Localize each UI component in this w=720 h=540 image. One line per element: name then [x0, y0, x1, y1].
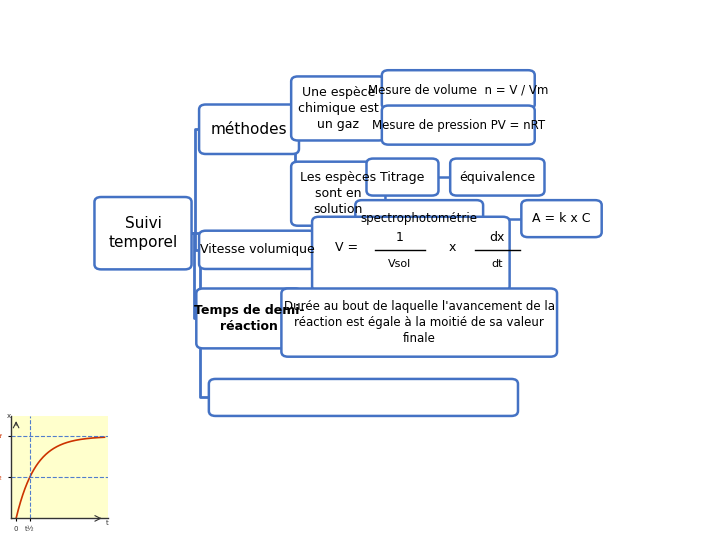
FancyBboxPatch shape: [291, 77, 385, 140]
Text: équivalence: équivalence: [459, 171, 536, 184]
Text: dx: dx: [490, 231, 505, 244]
Text: méthodes: méthodes: [211, 122, 287, 137]
FancyBboxPatch shape: [94, 197, 192, 269]
Text: V =: V =: [335, 241, 359, 254]
FancyBboxPatch shape: [521, 200, 602, 237]
FancyBboxPatch shape: [199, 105, 299, 154]
FancyBboxPatch shape: [382, 105, 535, 145]
Text: Vsol: Vsol: [388, 259, 411, 269]
FancyBboxPatch shape: [356, 200, 483, 237]
FancyBboxPatch shape: [366, 159, 438, 195]
FancyBboxPatch shape: [291, 161, 385, 226]
Text: Vitesse volumique: Vitesse volumique: [200, 244, 315, 256]
FancyBboxPatch shape: [282, 288, 557, 357]
FancyBboxPatch shape: [199, 231, 315, 269]
Text: t: t: [107, 519, 109, 525]
Text: Suivi
temporel: Suivi temporel: [109, 217, 178, 250]
Text: x: x: [7, 413, 11, 419]
FancyBboxPatch shape: [209, 379, 518, 416]
Text: Titrage: Titrage: [380, 171, 425, 184]
Text: spectrophotométrie: spectrophotométrie: [361, 212, 478, 225]
Text: x: x: [449, 241, 456, 254]
Text: 1: 1: [396, 231, 404, 244]
FancyBboxPatch shape: [197, 288, 302, 348]
Text: A = k x C: A = k x C: [532, 212, 590, 225]
Text: dt: dt: [492, 259, 503, 269]
FancyBboxPatch shape: [450, 159, 544, 195]
Text: Mesure de pression PV = nRT: Mesure de pression PV = nRT: [372, 119, 545, 132]
Text: Une espèce
chimique est
un gaz: Une espèce chimique est un gaz: [298, 86, 379, 131]
FancyBboxPatch shape: [382, 70, 535, 109]
Text: Durée au bout de laquelle l'avancement de la
réaction est égale à la moitié de s: Durée au bout de laquelle l'avancement d…: [284, 300, 554, 345]
Text: Temps de demi-
réaction: Temps de demi- réaction: [194, 304, 305, 333]
Text: Mesure de volume  n = V / Vm: Mesure de volume n = V / Vm: [368, 83, 549, 96]
FancyBboxPatch shape: [312, 217, 510, 291]
Text: Les espèces
sont en
solution: Les espèces sont en solution: [300, 171, 377, 216]
